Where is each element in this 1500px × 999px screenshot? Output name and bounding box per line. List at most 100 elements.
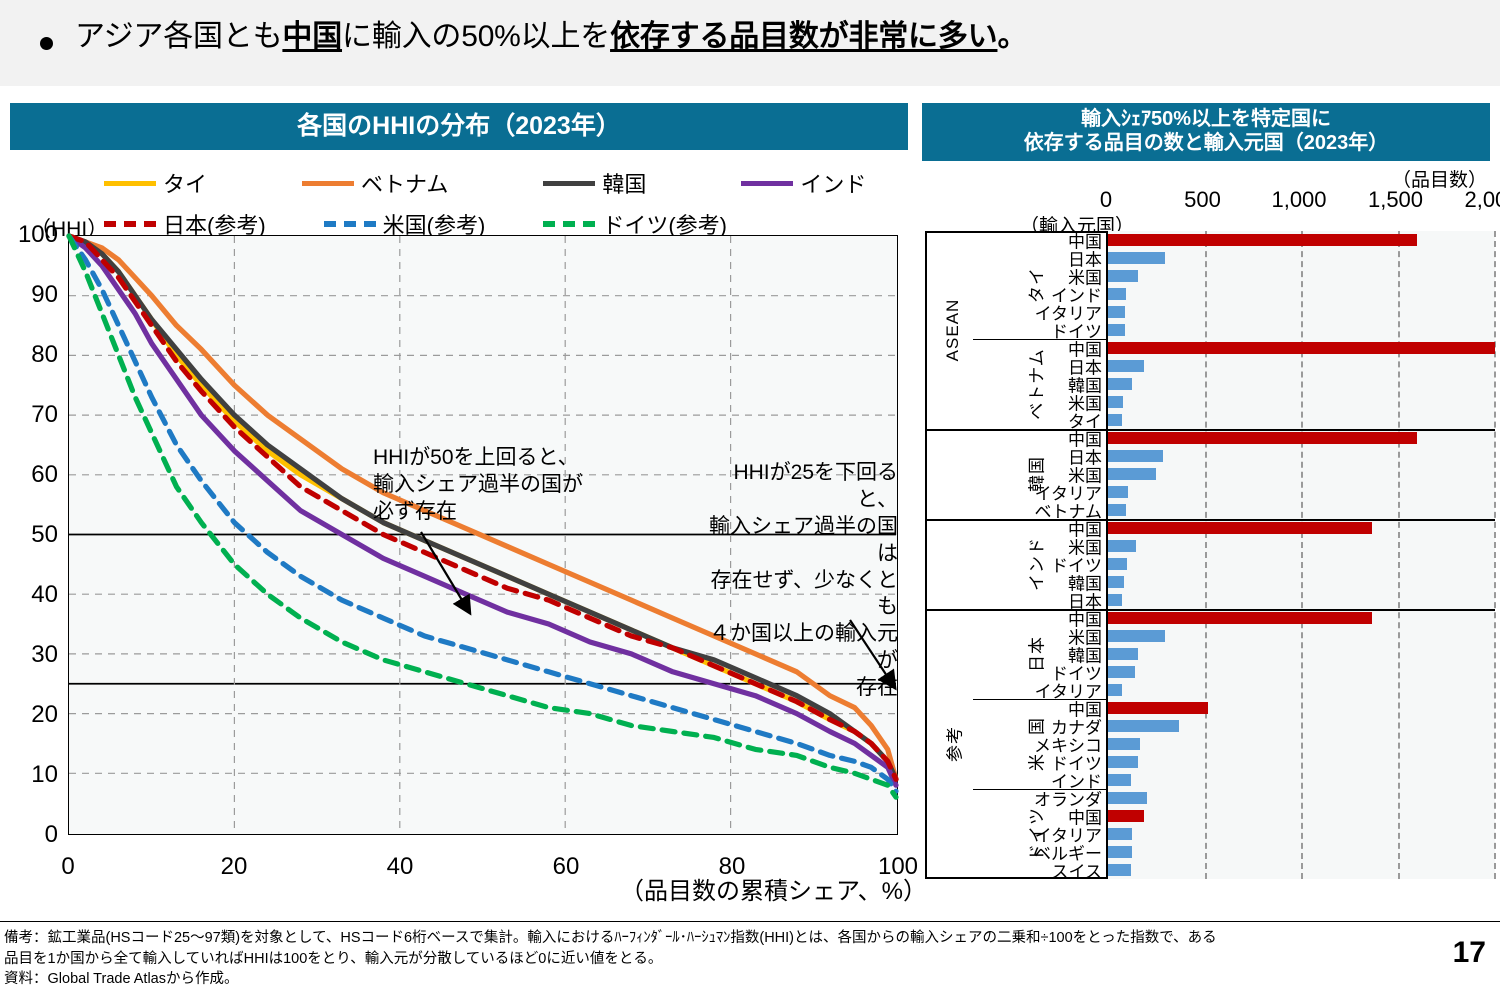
bar-韓国-イタリア — [1108, 485, 1129, 499]
country-separator — [973, 789, 1106, 790]
country-label-ドイツ: ドイツ — [1027, 807, 1047, 861]
bar-label-日本-中国: 中国 — [1068, 610, 1102, 630]
annotation-1-line-2: 必ず存在 — [373, 499, 457, 523]
footnote-line-2: 品目を1か国から全て輸入していればHHIは100をとり、輸入元が分散しているほど… — [4, 950, 663, 967]
bar-米 国-ドイツ — [1108, 755, 1138, 769]
bar-label-韓国-米国: 米国 — [1068, 466, 1102, 486]
bar-label-タイ-ドイツ: ドイツ — [1051, 322, 1102, 342]
country-label-米 国: 米 国 — [1027, 717, 1047, 771]
bar-label-韓国-イタリア: イタリア — [1034, 484, 1102, 504]
bar-label-タイ-中国: 中国 — [1068, 232, 1102, 252]
legend-item-韓国[interactable]: 韓国 — [543, 167, 646, 199]
annotation-2-line-2: 存在せず、少なくとも — [710, 568, 898, 619]
country-label-タイ: タイ — [1027, 267, 1047, 303]
annotation-1-line-1: 輸入シェア過半の国が — [373, 472, 583, 496]
legend-label: ドイツ(参考) — [602, 213, 727, 238]
bar-vgrid-1000 — [1301, 231, 1303, 879]
legend-row-0: タイ ベトナム 韓国 インド — [104, 167, 894, 199]
bar-label-ベトナム-タイ: タイ — [1068, 412, 1102, 432]
bar-x-tick-2000: 2,000 — [1464, 187, 1500, 212]
bar-タイ-インド — [1108, 287, 1127, 301]
group-label-参考: 参考 — [945, 726, 965, 762]
page-number: 17 — [1452, 936, 1486, 969]
annotation-1-line-0: HHIが50を上回ると、 — [373, 446, 579, 469]
bar-タイ-イタリア — [1108, 305, 1126, 319]
bar-label-ベトナム-中国: 中国 — [1068, 340, 1102, 360]
annotation-2-line-4: 存在 — [856, 676, 898, 699]
y-tick-100: 100 — [17, 221, 58, 248]
bullet-point-icon — [40, 37, 53, 50]
x-tick-0: 0 — [61, 853, 75, 880]
bar-ベトナム-タイ — [1108, 413, 1123, 427]
right-chart-title: 輸入ｼｪｱ50%以上を特定国に 依存する品目の数と輸入元国（2023年） — [922, 103, 1490, 161]
bar-label-米 国-メキシコ: メキシコ — [1034, 736, 1102, 756]
footer: 備考：鉱工業品(HSコード25〜97類)を対象として、HSコード6桁ベースで集計… — [0, 921, 1500, 999]
bar-label-ドイツ-オランダ: オランダ — [1034, 790, 1102, 810]
country-separator — [973, 699, 1106, 700]
bar-ドイツ-イタリア — [1108, 827, 1133, 841]
bar-label-ドイツ-イタリア: イタリア — [1034, 826, 1102, 846]
bar-label-ドイツ-ベルギー: ベルギー — [1034, 844, 1102, 864]
bar-x-tick-0: 0 — [1099, 187, 1113, 212]
bar-日本-ドイツ — [1108, 665, 1136, 679]
legend-item-米国(参考)[interactable]: 米国(参考) — [323, 208, 485, 240]
footnote-line-1: 備考：鉱工業品(HSコード25〜97類)を対象として、HSコード6桁ベースで集計… — [4, 930, 1217, 946]
legend-item-タイ[interactable]: タイ — [104, 167, 207, 199]
annotation-2-line-3: ４か国以上の輸入元が — [709, 622, 898, 673]
bar-ベトナム-中国 — [1108, 341, 1495, 355]
bar-ベトナム-米国 — [1108, 395, 1124, 409]
x-tick-100: 100 — [877, 853, 919, 880]
bar-label-米 国-ドイツ: ドイツ — [1051, 754, 1102, 774]
series-line-ベトナム — [66, 233, 899, 782]
bar-label-ベトナム-米国: 米国 — [1068, 394, 1102, 414]
bar-タイ-ドイツ — [1108, 323, 1126, 337]
y-tick-80: 80 — [31, 341, 58, 368]
bar-インド-ドイツ — [1108, 557, 1128, 571]
chart-legend: タイ ベトナム 韓国 インド日本(参考) 米国(参考) ドイツ(参考) — [104, 167, 894, 238]
footnote-line-3: 資料：Global Trade Atlasから作成。 — [4, 971, 239, 988]
annotation-2-line-0: HHIが25を下回ると、 — [733, 461, 898, 511]
bar-label-ベトナム-韓国: 韓国 — [1068, 376, 1102, 396]
right-chart-title-line1: 輸入ｼｪｱ50%以上を特定国に — [1080, 108, 1332, 131]
bar-米 国-インド — [1108, 773, 1132, 787]
y-tick-40: 40 — [31, 581, 58, 608]
y-tick-20: 20 — [31, 701, 58, 728]
bar-label-タイ-イタリア: イタリア — [1034, 304, 1102, 324]
annotation-hhi-above-50: HHIが50を上回ると、 輸入シェア過半の国が 必ず存在 — [373, 445, 583, 526]
legend-item-ドイツ(参考)[interactable]: ドイツ(参考) — [543, 208, 727, 240]
page-title: アジア各国とも中国に輸入の50%以上を依存する品目数が非常に多い。 — [75, 18, 1027, 56]
plot-area — [66, 233, 899, 835]
y-tick-70: 70 — [31, 401, 58, 428]
legend-item-ベトナム[interactable]: ベトナム — [302, 167, 448, 199]
bar-label-ベトナム-日本: 日本 — [1068, 358, 1102, 378]
country-separator — [973, 339, 1106, 340]
headline-run-1: 中国 — [282, 20, 343, 53]
legend-item-日本(参考)[interactable]: 日本(参考) — [104, 208, 266, 240]
bar-label-米 国-カナダ: カナダ — [1051, 718, 1102, 738]
bar-インド-中国 — [1108, 521, 1373, 535]
bar-label-インド-米国: 米国 — [1068, 538, 1102, 558]
bar-vgrid-1500 — [1397, 231, 1400, 879]
bar-ドイツ-オランダ — [1108, 791, 1147, 805]
y-tick-90: 90 — [31, 281, 58, 308]
x-tick-40: 40 — [386, 853, 414, 880]
bar-日本-中国 — [1108, 611, 1373, 625]
bar-x-tick-1000: 1,000 — [1271, 187, 1327, 212]
bar-インド-米国 — [1108, 539, 1136, 553]
bar-label-韓国-中国: 中国 — [1068, 430, 1102, 450]
y-tick-0: 0 — [44, 821, 58, 848]
bar-日本-韓国 — [1108, 647, 1138, 661]
bar-日本-米国 — [1108, 629, 1165, 643]
bar-label-タイ-日本: 日本 — [1068, 250, 1102, 270]
x-axis-unit-label: （品目数の累積シェア、%） — [620, 878, 927, 905]
legend-label: 日本(参考) — [163, 213, 266, 238]
bar-韓国-日本 — [1108, 449, 1163, 463]
legend-swatch-icon — [543, 221, 596, 227]
headline-run-3: 依存する品目数が非常に多い — [610, 20, 998, 53]
legend-item-インド[interactable]: インド — [741, 167, 866, 199]
bar-ベトナム-日本 — [1108, 359, 1144, 373]
bar-label-韓国-日本: 日本 — [1068, 448, 1102, 468]
bar-インド-日本 — [1108, 593, 1123, 607]
y-tick-10: 10 — [31, 761, 58, 788]
